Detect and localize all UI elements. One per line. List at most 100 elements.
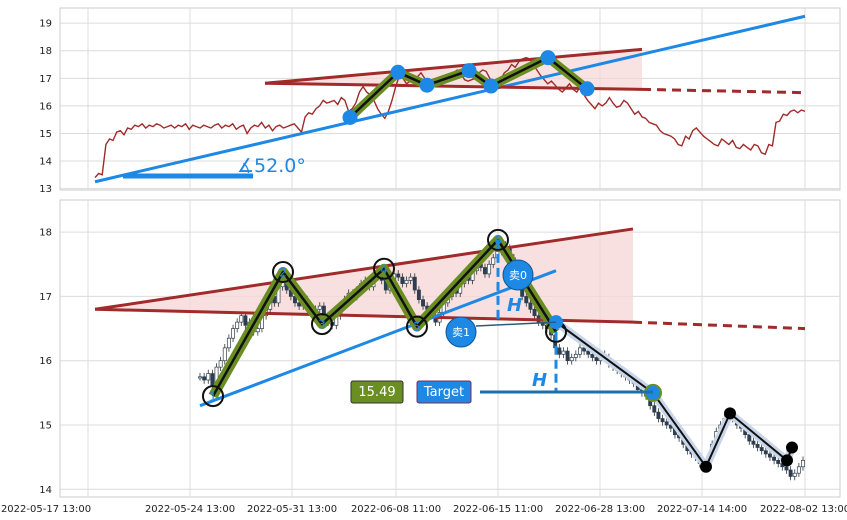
candle-body (293, 296, 297, 304)
pivot-circle (487, 228, 509, 251)
bottom-y-tick: 16 (39, 356, 52, 367)
top-y-tick: 13 (39, 184, 52, 195)
bottom-y-tick: 18 (39, 228, 52, 239)
candle-body (796, 466, 801, 474)
candle-body (652, 405, 657, 413)
x-tick-label: 2022-05-31 13:00 (247, 504, 337, 515)
candle-body (210, 373, 215, 387)
projection-point (700, 460, 712, 473)
x-tick-label: 2022-06-08 11:00 (351, 504, 441, 515)
candle-body (222, 347, 227, 362)
top-angle-label: ∡52.0° (237, 155, 306, 177)
candle-body (528, 302, 533, 310)
candle-body (569, 357, 574, 362)
top-lower-line-dashed (641, 87, 806, 95)
candle-body (582, 347, 587, 352)
candle-body (483, 267, 487, 275)
candle-body (317, 305, 322, 310)
candle-body (772, 456, 777, 461)
top-panel: 13 14 15 16 17 18 19 ∡52.0° (39, 7, 841, 195)
candle-body (491, 257, 496, 265)
candle-body (801, 460, 805, 468)
top-pivot-point (342, 109, 358, 125)
candle-body (590, 353, 595, 358)
sell1-connector (475, 321, 557, 327)
target-value-label: 15.49 (358, 385, 395, 400)
candle-body (235, 321, 240, 329)
candle-body (297, 302, 302, 307)
top-y-tick: 18 (39, 46, 52, 57)
candle-body (421, 299, 425, 307)
candle-body (231, 328, 235, 339)
candle-body (557, 347, 562, 355)
candle-body (561, 350, 566, 355)
x-tick-label: 2022-06-15 11:00 (453, 504, 543, 515)
candle-body (747, 434, 752, 442)
top-y-tick: 14 (39, 157, 52, 168)
sell1-label: 卖1 (452, 326, 470, 339)
projection-point (781, 454, 793, 467)
candle-body (664, 421, 669, 426)
top-y-tick: 17 (39, 74, 52, 85)
candle-body (586, 350, 591, 355)
pivot-label: 1 (209, 390, 217, 404)
candle-body (218, 360, 223, 368)
candle-body (404, 280, 409, 284)
h-label-2: H (532, 370, 547, 391)
candle-body (416, 289, 421, 300)
candle-body (792, 472, 797, 477)
candle-body (206, 373, 211, 381)
x-tick-label: 2022-06-28 13:00 (555, 504, 645, 515)
candle-body (202, 376, 207, 381)
candle-body (660, 418, 665, 423)
projection-point (786, 441, 798, 454)
candle-body (565, 350, 570, 362)
candle-body (751, 440, 756, 445)
top-lower-line (264, 81, 643, 91)
candle-body (532, 308, 537, 317)
candle-body (788, 469, 793, 477)
bottom-y-tick: 17 (39, 292, 52, 303)
pivot-circle (373, 257, 395, 280)
pivot-circle (202, 385, 224, 408)
top-upper-line (264, 47, 643, 85)
candle-body (763, 450, 768, 455)
sell0-label: 卖0 (509, 269, 527, 282)
top-pivot-point (579, 81, 595, 97)
h-label-1: H (507, 295, 522, 316)
pivot-circle (406, 315, 428, 338)
candle-body (396, 273, 401, 278)
top-pivot-point (419, 77, 435, 93)
candle-body (524, 296, 529, 304)
top-y-tick: 19 (39, 19, 52, 30)
pivot-circle (311, 313, 333, 336)
pivot-label: 3 (318, 318, 326, 332)
pivot-label: 5 (413, 320, 421, 334)
candle-body (573, 353, 578, 358)
bottom-y-tick: 15 (39, 421, 52, 432)
target-button-label: Target (423, 385, 464, 400)
sell1-marker (445, 316, 477, 348)
candle-body (759, 447, 764, 452)
sell0-marker (502, 259, 534, 291)
bottom-y-tick: 14 (39, 485, 52, 496)
pivot-circle (272, 261, 294, 283)
target-value-box (350, 380, 404, 404)
top-y-tick: 15 (39, 129, 52, 140)
candle-body (784, 466, 789, 471)
pivot-label: 4 (380, 262, 388, 276)
candle-body (578, 347, 582, 355)
top-pivot-point (390, 64, 406, 80)
candle-body (755, 443, 760, 448)
candle-body (487, 263, 492, 275)
candle-body (198, 376, 202, 379)
projection-point (724, 407, 736, 420)
x-tick-label: 2022-07-14 14:00 (657, 504, 747, 515)
top-pivot-point (461, 63, 477, 79)
top-y-tick: 16 (39, 101, 52, 112)
candle-body (412, 276, 417, 291)
candle-body (408, 276, 413, 281)
bottom-lower-line-dashed (632, 320, 806, 331)
